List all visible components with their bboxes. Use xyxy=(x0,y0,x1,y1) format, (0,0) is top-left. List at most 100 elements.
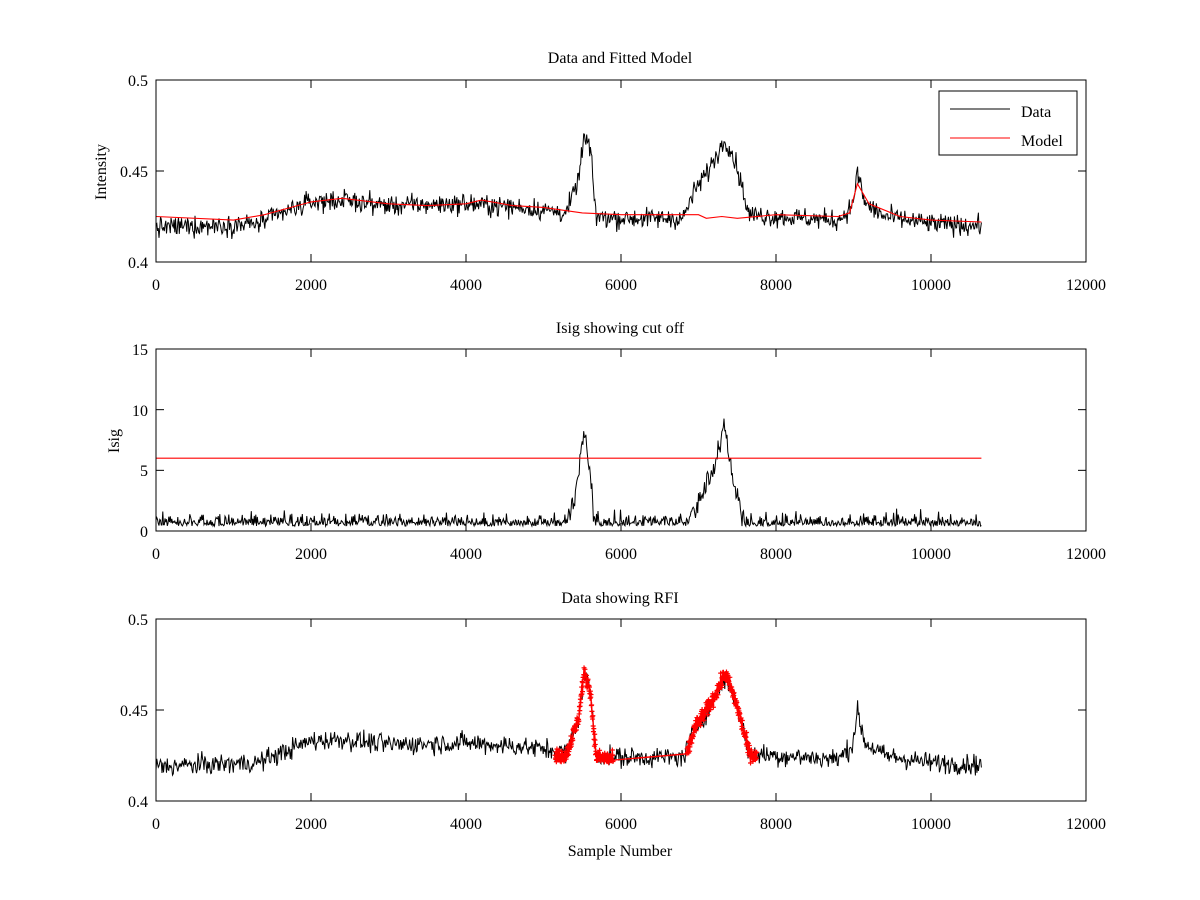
rfi-marker xyxy=(698,723,704,729)
rfi-marker xyxy=(708,707,714,713)
rfi-marker xyxy=(576,711,582,717)
rfi-marker xyxy=(591,726,597,732)
rfi-marker xyxy=(715,692,721,698)
y-tick-label: 0.45 xyxy=(120,164,148,181)
rfi-marker xyxy=(592,741,598,747)
rfi-marker xyxy=(609,747,615,753)
rfi-marker xyxy=(592,731,598,737)
rfi-marker xyxy=(693,728,699,734)
x-axis-label: Sample Number xyxy=(568,843,673,860)
rfi-marker xyxy=(578,700,584,706)
rfi-marker xyxy=(748,747,754,753)
rfi-marker xyxy=(577,703,583,709)
rfi-marker xyxy=(577,708,583,714)
rfi-marker xyxy=(579,684,585,690)
rfi-marker xyxy=(687,748,693,754)
y-tick-label: 0.45 xyxy=(120,703,148,720)
rfi-marker xyxy=(734,699,740,705)
chart-title: Data showing RFI xyxy=(561,590,678,607)
rfi-marker xyxy=(743,734,749,740)
rfi-marker xyxy=(590,723,596,729)
rfi-marker xyxy=(744,739,750,745)
rfi-marker xyxy=(570,737,576,743)
y-tick-label: 5 xyxy=(140,463,148,480)
axes-frame xyxy=(155,618,1087,802)
y-axis-label: Intensity xyxy=(93,144,110,200)
panel-data-and-model: Data and Fitted Model Intensity 0.5 0.45… xyxy=(93,50,1106,294)
rfi-marker xyxy=(582,666,588,672)
rfi-marker xyxy=(753,755,759,761)
rfi-marker xyxy=(592,737,598,743)
rfi-marker xyxy=(714,695,720,701)
rfi-marker xyxy=(731,690,737,696)
rfi-marker xyxy=(737,711,743,717)
x-tick-label: 4000 xyxy=(450,546,482,563)
x-tick-label: 10000 xyxy=(911,816,951,833)
chart-title: Data and Fitted Model xyxy=(548,50,693,67)
y-tick-label: 15 xyxy=(132,342,148,359)
rfi-marker xyxy=(698,718,704,724)
plot-area xyxy=(156,619,1086,801)
rfi-marker xyxy=(746,742,752,748)
rfi-marker xyxy=(744,729,750,735)
rfi-marker xyxy=(573,727,579,733)
rfi-marker xyxy=(580,689,586,695)
rfi-marker xyxy=(701,717,707,723)
rfi-marker xyxy=(565,752,571,758)
rfi-marker xyxy=(727,674,733,680)
rfi-marker xyxy=(580,680,586,686)
x-tick-label: 12000 xyxy=(1066,546,1106,563)
rfi-marker xyxy=(589,708,595,714)
x-tick-label: 0 xyxy=(152,546,160,563)
rfi-marker xyxy=(587,688,593,694)
x-tick-label: 8000 xyxy=(760,277,792,294)
chart-title: Isig showing cut off xyxy=(556,320,685,337)
x-tick-label: 10000 xyxy=(911,277,951,294)
plot-marks xyxy=(155,133,982,240)
rfi-marker xyxy=(754,749,760,755)
plot-marks xyxy=(155,665,982,777)
x-tick-label: 4000 xyxy=(450,816,482,833)
panel-rfi: Data showing RFI 0.5 0.45 0.4 0 2000 400… xyxy=(120,590,1106,860)
panel-isig: Isig showing cut off Isig 15 10 5 0 0 20… xyxy=(106,320,1106,563)
rfi-marker xyxy=(719,682,725,688)
x-tick-label: 12000 xyxy=(1066,277,1106,294)
rfi-marker xyxy=(587,684,593,690)
plot-area xyxy=(156,80,1086,262)
rfi-marker xyxy=(590,713,596,719)
x-tick-label: 0 xyxy=(152,816,160,833)
rfi-marker xyxy=(583,672,589,678)
axes-frame xyxy=(155,79,1087,263)
rfi-marker xyxy=(610,752,616,758)
legend-label-data: Data xyxy=(1021,104,1051,121)
x-tick-label: 2000 xyxy=(295,277,327,294)
x-tick-label: 2000 xyxy=(295,816,327,833)
rfi-marker xyxy=(588,692,594,698)
rfi-marker xyxy=(687,744,693,750)
y-tick-label: 0 xyxy=(140,524,148,541)
x-tick-label: 4000 xyxy=(450,277,482,294)
x-tick-label: 8000 xyxy=(760,546,792,563)
plot-marks xyxy=(155,418,982,529)
x-tick-label: 2000 xyxy=(295,546,327,563)
legend-label-model: Model xyxy=(1021,133,1063,150)
rfi-marker xyxy=(690,734,696,740)
rfi-marker xyxy=(576,718,582,724)
rfi-marker xyxy=(610,757,616,763)
y-tick-label: 0.5 xyxy=(128,612,148,629)
rfi-marker xyxy=(589,702,595,708)
rfi-marker xyxy=(597,747,603,753)
series-line-isig xyxy=(155,418,982,529)
axes-frame xyxy=(155,348,1087,532)
y-tick-label: 10 xyxy=(132,403,148,420)
rfi-marker xyxy=(585,676,591,682)
series-line-model xyxy=(155,182,982,223)
x-tick-label: 6000 xyxy=(605,816,637,833)
y-axis-label: Isig xyxy=(106,429,123,453)
x-tick-label: 6000 xyxy=(605,277,637,294)
y-tick-label: 0.5 xyxy=(128,73,148,90)
rfi-marker xyxy=(705,712,711,718)
rfi-marker xyxy=(739,717,745,723)
plot-area xyxy=(156,349,1086,531)
